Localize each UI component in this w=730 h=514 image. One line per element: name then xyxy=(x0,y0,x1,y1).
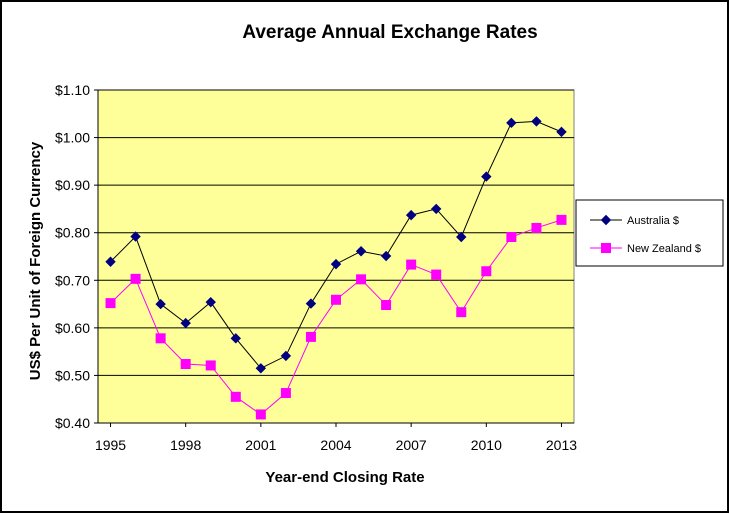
data-point-diamond xyxy=(506,117,517,129)
y-axis-tick-labels: $0.40 $0.50 $0.60 $0.70 $0.80 $0.90 $1.00 $1.10 xyxy=(55,82,90,431)
data-point-square xyxy=(155,333,166,344)
data-point-diamond xyxy=(481,171,492,182)
data-point-square xyxy=(105,298,116,309)
plot-area xyxy=(97,89,575,424)
data-point-diamond xyxy=(380,250,392,262)
data-point-diamond xyxy=(405,209,417,221)
data-point-square xyxy=(456,307,467,318)
data-point-diamond xyxy=(531,116,542,127)
series-diamond xyxy=(105,116,567,374)
data-point-square xyxy=(331,294,341,305)
data-point-square xyxy=(305,331,316,342)
x-axis-label: Year-end Closing Rate xyxy=(265,469,424,486)
data-point-square xyxy=(431,269,442,280)
data-point-square xyxy=(556,214,567,225)
data-point-diamond xyxy=(305,298,317,309)
x-tick-label: 2001 xyxy=(245,437,276,453)
data-point-diamond xyxy=(130,231,141,242)
data-point-square xyxy=(481,266,492,277)
y-tick-label: $0.70 xyxy=(55,272,90,288)
data-point-square xyxy=(601,243,611,253)
data-point-diamond xyxy=(230,333,241,344)
legend-label: Australia $ xyxy=(627,215,679,227)
legend-label: New Zealand $ xyxy=(627,243,701,255)
legend-entries: Australia $ New Zealand $ xyxy=(590,214,701,255)
x-axis-tick-labels: 1995 1998 2001 2004 2007 2010 2013 xyxy=(95,423,577,453)
x-tick-label: 1998 xyxy=(170,437,201,453)
y-tick-label: $1.00 xyxy=(55,130,90,146)
y-tick-label: $0.80 xyxy=(55,225,90,241)
chart-title: Average Annual Exchange Rates xyxy=(242,22,537,43)
data-point-square xyxy=(255,409,266,420)
data-point-diamond xyxy=(180,317,191,329)
y-tick-label: $0.90 xyxy=(55,177,90,193)
data-point-diamond xyxy=(330,258,342,270)
legend-box xyxy=(575,199,724,267)
x-tick-label: 2007 xyxy=(396,437,427,453)
grid-lines xyxy=(94,89,574,424)
y-tick-label: $1.10 xyxy=(55,82,90,98)
x-tick-label: 1995 xyxy=(95,437,126,453)
data-point-diamond xyxy=(431,203,442,215)
x-tick-label: 2010 xyxy=(471,437,502,453)
data-point-square xyxy=(280,388,291,399)
data-point-square xyxy=(205,360,216,371)
legend: Australia $ New Zealand $ xyxy=(575,199,724,267)
data-point-diamond xyxy=(355,246,367,257)
data-point-square xyxy=(506,231,517,242)
x-tick-label: 2004 xyxy=(320,437,351,453)
data-point-square xyxy=(130,273,141,284)
data-point-square xyxy=(531,222,542,233)
data-point-diamond xyxy=(600,214,612,226)
x-tick-label: 2013 xyxy=(546,437,577,453)
y-axis-label: US$ Per Unit of Foreign Currency xyxy=(27,141,44,380)
series-layer xyxy=(105,116,567,420)
data-point-diamond xyxy=(556,126,567,138)
data-point-diamond xyxy=(456,231,467,243)
data-point-square xyxy=(230,391,241,402)
y-tick-label: $0.40 xyxy=(55,415,90,431)
data-point-square xyxy=(381,300,392,311)
y-tick-label: $0.60 xyxy=(55,320,90,336)
data-point-square xyxy=(356,274,367,285)
y-tick-label: $0.50 xyxy=(55,367,90,383)
data-point-diamond xyxy=(255,363,267,374)
data-point-diamond xyxy=(280,350,292,362)
data-point-diamond xyxy=(155,298,166,310)
data-point-diamond xyxy=(205,296,216,308)
data-point-diamond xyxy=(105,256,116,267)
data-point-square xyxy=(180,359,191,370)
series-square xyxy=(105,214,567,420)
data-point-square xyxy=(406,259,417,270)
